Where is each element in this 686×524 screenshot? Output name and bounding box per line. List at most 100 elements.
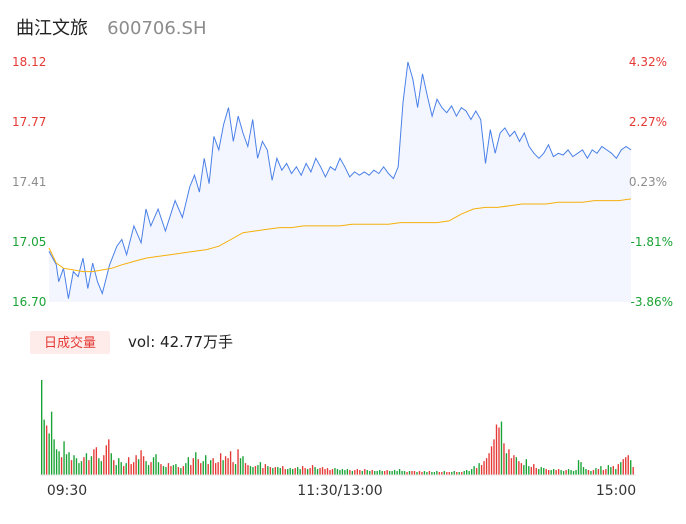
volume-bar (334, 468, 336, 475)
volume-bar (525, 459, 528, 475)
volume-bar (214, 463, 217, 476)
volume-bar (242, 456, 244, 475)
volume-bar (632, 467, 634, 475)
volume-bar (478, 463, 480, 476)
volume-bar (582, 467, 585, 475)
volume-bar (279, 468, 281, 475)
volume-bar (587, 470, 590, 475)
volume-bar (222, 460, 224, 475)
volume-bar (229, 451, 232, 475)
volume-bar (577, 460, 580, 475)
volume-bar (65, 454, 68, 475)
volume-bar (607, 465, 610, 475)
volume-bar (446, 472, 448, 475)
y-tick-right: 4.32% (629, 55, 667, 69)
volume-bar (393, 470, 396, 475)
volume-bar (262, 468, 264, 475)
volume-bar (456, 472, 458, 475)
volume-bar (612, 466, 614, 475)
volume-bar (63, 441, 65, 475)
volume-bar (376, 471, 378, 475)
volume-bar (383, 471, 386, 475)
volume-bar (433, 472, 436, 475)
volume-bar (132, 462, 135, 475)
volume-bar (466, 470, 468, 475)
volume-bar (520, 463, 523, 476)
volume-bars (41, 380, 634, 476)
volume-bar (314, 467, 316, 475)
volume-bar (600, 466, 602, 475)
volume-bar (205, 455, 207, 475)
volume-bar (615, 469, 617, 475)
volume-bar (319, 468, 321, 475)
volume-bar (503, 443, 505, 475)
volume-bar (341, 469, 344, 475)
volume-bar (438, 472, 441, 475)
volume-bar (227, 458, 229, 475)
volume-bar (354, 470, 356, 475)
volume-bar (212, 458, 214, 475)
volume-bar (185, 463, 187, 476)
volume-bar (50, 411, 53, 475)
volume-bar (535, 468, 537, 475)
volume-bar (423, 471, 426, 475)
volume-bar (147, 465, 150, 475)
volume-bar (366, 470, 368, 475)
volume-bar (299, 469, 301, 475)
volume-bar (602, 470, 605, 475)
volume-bar (167, 463, 170, 476)
volume-bar (170, 466, 172, 475)
stock-header: 曲江文旅 600706.SH (16, 14, 207, 39)
volume-bar (403, 471, 406, 475)
volume-bar (371, 470, 373, 475)
volume-bar (110, 453, 112, 475)
volume-bar (113, 460, 115, 475)
volume-bar (85, 453, 88, 475)
volume-bar (234, 464, 237, 475)
volume-bar (190, 465, 192, 475)
volume-bar (289, 468, 291, 475)
volume-bar (244, 463, 247, 476)
y-tick-right: 2.27% (629, 115, 667, 129)
volume-bar (364, 469, 366, 475)
volume-bar (145, 461, 147, 475)
volume-bar (595, 468, 597, 475)
volume-bar (200, 463, 202, 476)
volume-bar (105, 445, 107, 475)
volume-bar (195, 452, 197, 475)
volume-bar (120, 462, 122, 475)
volume-bar (458, 472, 460, 475)
y-tick-left: 17.05 (12, 235, 46, 249)
volume-bar (294, 468, 296, 475)
volume-bar (448, 472, 450, 475)
average-price-line (48, 198, 632, 273)
volume-bar (398, 469, 401, 475)
volume-bar (495, 424, 498, 475)
volume-bar (127, 457, 130, 475)
volume-bar (543, 468, 545, 475)
volume-bar (359, 470, 361, 475)
volume-bar (202, 461, 204, 475)
volume-bar (95, 447, 98, 475)
y-axis-left: 18.12 17.77 17.41 17.05 16.70 (12, 55, 46, 309)
y-tick-right: 0.23% (629, 175, 667, 189)
volume-bar (418, 471, 421, 475)
y-tick-left: 17.41 (12, 175, 46, 189)
volume-bar (282, 466, 284, 475)
volume-bar (175, 464, 177, 475)
volume-bar (152, 457, 155, 475)
volume-bar (90, 456, 93, 475)
volume-bar (351, 471, 354, 475)
volume-bar (453, 471, 455, 475)
volume-bar (75, 458, 78, 475)
volume-bar (162, 466, 165, 475)
volume-bar (533, 464, 535, 475)
volume-bar (88, 460, 90, 475)
volume-bar (545, 469, 547, 475)
volume-bar (570, 470, 572, 475)
volume-bar (622, 459, 624, 475)
volume-bar (625, 457, 627, 475)
volume-bar (274, 467, 276, 475)
volume-bar (301, 466, 304, 475)
volume-bar (388, 471, 391, 475)
